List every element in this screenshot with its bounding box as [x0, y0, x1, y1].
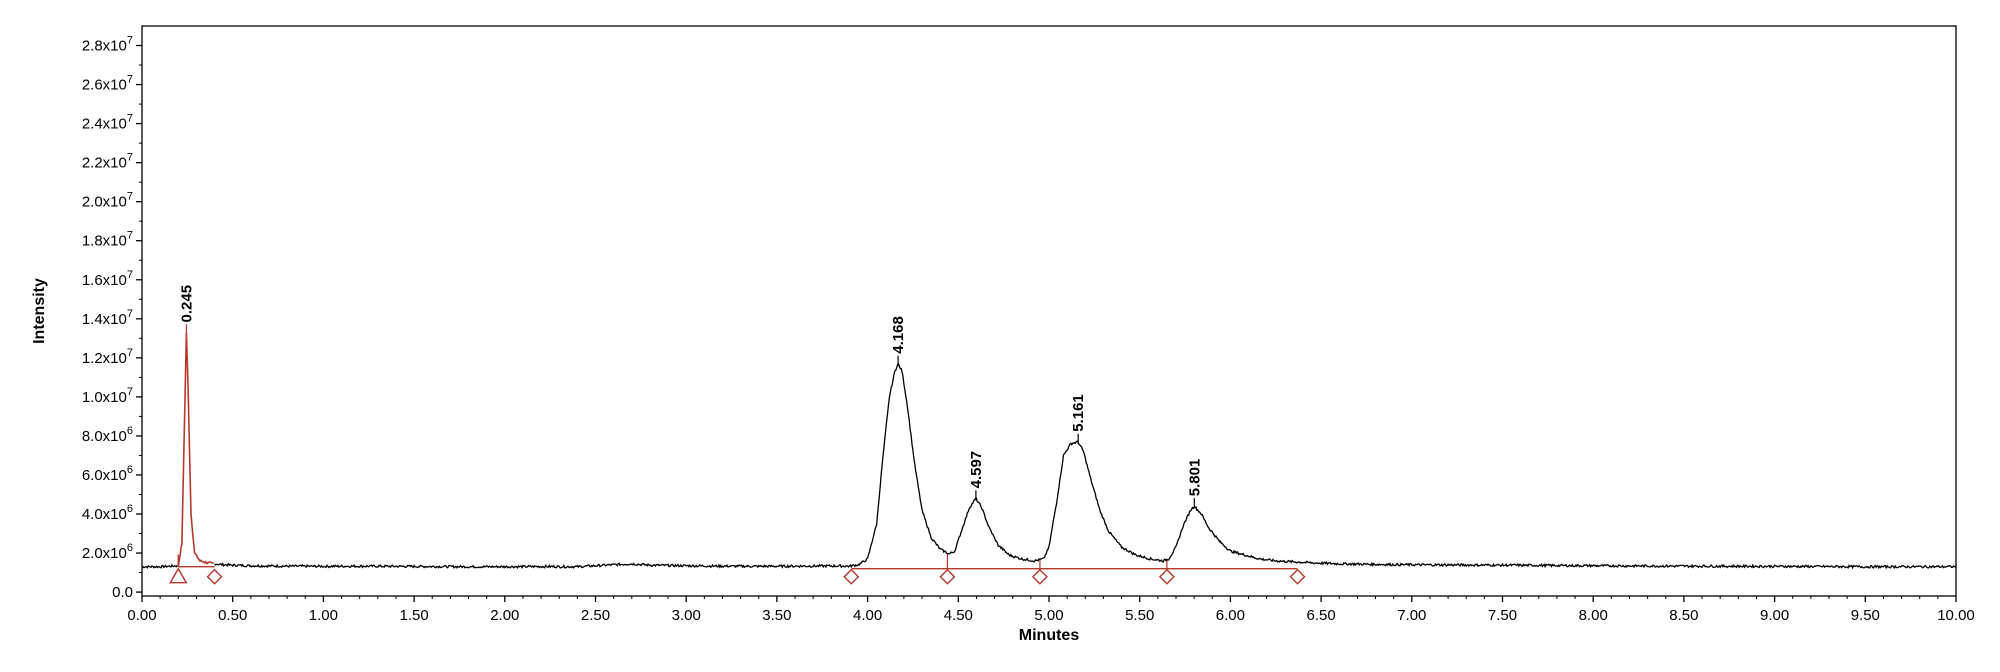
y-tick-label: 8.0x106 — [82, 425, 133, 445]
peak-label: 5.161 — [1070, 394, 1087, 432]
x-tick-label: 7.00 — [1397, 607, 1426, 624]
y-axis: 0.0 2.0x106 4.0x106 6.0x106 8.0x106 1.0x107 1.… — [82, 35, 142, 601]
y-tick-label: 2.0x107 — [82, 191, 133, 211]
peak-boundary-marker — [1158, 568, 1175, 585]
peak-label: 4.597 — [968, 451, 985, 489]
peak-start-marker — [169, 567, 188, 584]
x-tick-label: 1.00 — [309, 607, 338, 624]
x-axis: 0.00 0.50 1.00 1.50 2.00 2.50 3.00 3.50 4.00 4.50… — [127, 596, 1975, 624]
integrated-peak-trace — [177, 332, 214, 567]
x-tick-label: 1.50 — [399, 607, 428, 624]
peak-boundary-marker — [1031, 568, 1048, 585]
x-tick-label: 2.50 — [581, 607, 610, 624]
peak-labels: 0.245 4.168 4.597 5.161 5.801 — [178, 285, 1203, 509]
x-tick-label: 3.50 — [762, 607, 791, 624]
peak-label: 5.801 — [1186, 459, 1203, 497]
x-tick-label: 7.50 — [1488, 607, 1517, 624]
x-tick-label: 9.50 — [1851, 607, 1880, 624]
y-tick-label: 0.0 — [112, 584, 133, 601]
x-axis-label: Minutes — [1019, 627, 1080, 644]
x-tick-label: 0.50 — [218, 607, 247, 624]
x-tick-label: 8.50 — [1669, 607, 1698, 624]
x-tick-label: 6.50 — [1306, 607, 1335, 624]
x-tick-label: 3.00 — [672, 607, 701, 624]
peak-label: 4.168 — [890, 316, 907, 354]
x-tick-label: 6.00 — [1216, 607, 1245, 624]
y-tick-label: 1.8x107 — [82, 230, 133, 250]
x-tick-label: 2.00 — [490, 607, 519, 624]
y-tick-label: 2.4x107 — [82, 113, 133, 133]
y-tick-label: 2.6x107 — [82, 74, 133, 94]
x-tick-label: 5.50 — [1125, 607, 1154, 624]
x-tick-label: 10.00 — [1937, 607, 1975, 624]
peak-boundary-marker — [206, 568, 223, 585]
peak-boundary-marker — [939, 568, 956, 585]
y-tick-label: 4.0x106 — [82, 503, 133, 523]
chromatogram-trace — [141, 362, 1957, 570]
y-tick-label: 1.6x107 — [82, 269, 133, 289]
x-tick-label: 0.00 — [127, 607, 156, 624]
peak-label: 0.245 — [178, 285, 195, 323]
y-tick-label: 2.2x107 — [82, 152, 133, 172]
x-tick-label: 4.50 — [944, 607, 973, 624]
x-tick-label: 9.00 — [1760, 607, 1789, 624]
y-tick-label: 2.8x107 — [82, 35, 133, 55]
y-tick-label: 1.4x107 — [82, 308, 133, 328]
x-tick-label: 4.00 — [853, 607, 882, 624]
peak-boundary-marker — [843, 568, 860, 585]
x-tick-label: 5.00 — [1034, 607, 1063, 624]
y-tick-label: 1.0x107 — [82, 386, 133, 406]
y-tick-label: 6.0x106 — [82, 464, 133, 484]
x-tick-label: 8.00 — [1579, 607, 1608, 624]
plot-frame — [141, 25, 1957, 597]
y-axis-label: Intensity — [31, 278, 48, 344]
integration-overlay — [169, 553, 1306, 585]
y-tick-label: 2.0x106 — [82, 542, 133, 562]
y-tick-label: 1.2x107 — [82, 347, 133, 367]
peak-boundary-marker — [1289, 568, 1306, 585]
